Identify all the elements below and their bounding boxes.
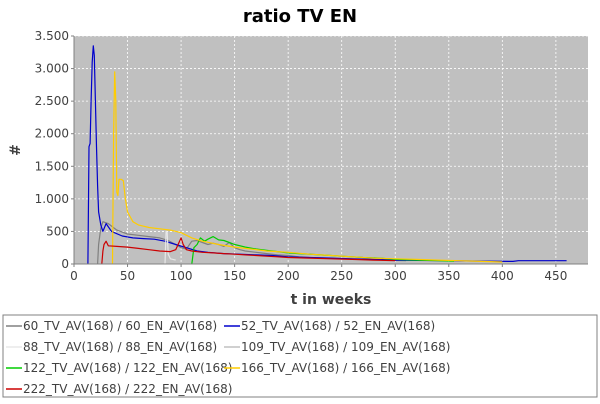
x-tick-label: 400 <box>491 269 514 283</box>
x-tick-label: 50 <box>120 269 135 283</box>
x-tick-label: 450 <box>544 269 567 283</box>
x-tick-label: 200 <box>277 269 300 283</box>
series-line-5 <box>111 71 503 265</box>
series-line-2 <box>164 230 176 265</box>
y-tick-label: 2.000 <box>35 127 69 141</box>
legend-box <box>2 314 598 398</box>
x-tick-label: 250 <box>330 269 353 283</box>
x-tick-label: 100 <box>170 269 193 283</box>
chart-title: ratio TV EN <box>243 6 357 27</box>
x-tick-label: 150 <box>223 269 246 283</box>
y-tick-label: 2.500 <box>35 94 69 108</box>
y-tick-label: 500 <box>46 224 69 238</box>
x-tick-label: 0 <box>70 269 78 283</box>
plot-area <box>74 36 588 264</box>
legend-label: 52_TV_AV(168) / 52_EN_AV(168) <box>241 319 435 333</box>
x-tick-label: 350 <box>437 269 460 283</box>
legend-label: 60_TV_AV(168) / 60_EN_AV(168) <box>23 319 217 333</box>
y-tick-label: 1.500 <box>35 159 69 173</box>
y-axis-label: # <box>8 144 24 156</box>
legend-label: 88_TV_AV(168) / 88_EN_AV(168) <box>23 340 217 354</box>
x-axis-label: t in weeks <box>291 292 372 308</box>
legend-label: 166_TV_AV(168) / 166_EN_AV(168) <box>241 361 450 375</box>
x-axis-ticks: 0 50 100 150 200 250 300 350 400 450 <box>70 264 567 283</box>
y-tick-label: 1.000 <box>35 192 69 206</box>
y-axis-ticks: 0 500 1.000 1.500 2.000 2.500 3.000 3.500 <box>35 29 74 271</box>
legend-label: 109_TV_AV(168) / 109_EN_AV(168) <box>241 340 450 354</box>
series-lines <box>87 45 567 265</box>
series-line-6 <box>101 237 396 265</box>
x-tick-label: 300 <box>384 269 407 283</box>
legend-label: 122_TV_AV(168) / 122_EN_AV(168) <box>23 361 232 375</box>
series-line-3 <box>186 253 214 265</box>
y-tick-label: 3.500 <box>35 29 69 43</box>
legend: 60_TV_AV(168) / 60_EN_AV(168) 52_TV_AV(16… <box>6 319 450 396</box>
legend-label: 222_TV_AV(168) / 222_EN_AV(168) <box>23 382 232 396</box>
y-tick-label: 0 <box>61 257 69 271</box>
y-tick-label: 3.000 <box>35 62 69 76</box>
